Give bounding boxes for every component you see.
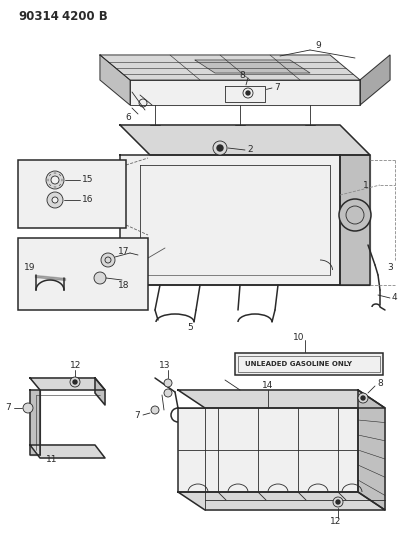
Circle shape <box>339 199 371 231</box>
Circle shape <box>46 171 64 189</box>
Circle shape <box>333 497 343 507</box>
Polygon shape <box>178 408 358 492</box>
Polygon shape <box>178 492 385 510</box>
Polygon shape <box>225 86 265 102</box>
Text: 5: 5 <box>187 324 193 333</box>
Polygon shape <box>30 378 105 390</box>
Circle shape <box>213 141 227 155</box>
Polygon shape <box>358 390 385 510</box>
Text: 18: 18 <box>118 280 130 289</box>
Circle shape <box>336 500 340 504</box>
Text: 14: 14 <box>262 382 273 391</box>
Polygon shape <box>120 125 370 155</box>
Circle shape <box>164 389 172 397</box>
Circle shape <box>52 197 58 203</box>
Polygon shape <box>340 155 370 285</box>
Text: 11: 11 <box>46 456 58 464</box>
Text: 2: 2 <box>247 146 253 155</box>
Polygon shape <box>120 155 340 285</box>
Text: 7: 7 <box>5 403 11 413</box>
Polygon shape <box>30 390 40 455</box>
Circle shape <box>101 253 115 267</box>
Text: 8: 8 <box>239 71 245 80</box>
Text: UNLEADED GASOLINE ONLY: UNLEADED GASOLINE ONLY <box>245 361 352 367</box>
Polygon shape <box>100 55 360 80</box>
Circle shape <box>51 176 59 184</box>
Circle shape <box>73 380 77 384</box>
Polygon shape <box>178 390 385 408</box>
Text: 10: 10 <box>293 333 305 342</box>
Polygon shape <box>130 80 360 105</box>
Bar <box>18 160 126 228</box>
Circle shape <box>246 91 250 95</box>
Text: 4: 4 <box>392 294 398 303</box>
Circle shape <box>23 403 33 413</box>
Text: 12: 12 <box>330 518 341 527</box>
Text: 12: 12 <box>70 361 81 370</box>
Circle shape <box>94 272 106 284</box>
Circle shape <box>47 192 63 208</box>
Text: 4200 B: 4200 B <box>62 10 108 22</box>
Circle shape <box>217 145 223 151</box>
Circle shape <box>151 406 159 414</box>
Polygon shape <box>100 55 130 105</box>
Polygon shape <box>95 378 105 405</box>
Text: 15: 15 <box>82 175 94 184</box>
Text: 17: 17 <box>118 247 130 256</box>
Bar <box>238 356 380 372</box>
Text: 7: 7 <box>134 410 140 419</box>
Text: 16: 16 <box>82 196 94 205</box>
Bar <box>18 238 148 310</box>
Circle shape <box>358 393 368 403</box>
Text: 8: 8 <box>377 378 383 387</box>
Text: 9: 9 <box>315 42 321 51</box>
Polygon shape <box>30 445 105 458</box>
Text: 3: 3 <box>387 263 393 272</box>
Text: 1: 1 <box>363 181 369 190</box>
Circle shape <box>164 379 172 387</box>
Circle shape <box>361 396 365 400</box>
Text: 90314: 90314 <box>18 10 59 22</box>
Text: 7: 7 <box>274 83 280 92</box>
Polygon shape <box>195 60 310 73</box>
Circle shape <box>70 377 80 387</box>
Bar <box>235 353 383 375</box>
Text: 19: 19 <box>24 263 36 272</box>
Text: 13: 13 <box>159 361 171 370</box>
Polygon shape <box>360 55 390 105</box>
Text: 6: 6 <box>125 114 131 123</box>
